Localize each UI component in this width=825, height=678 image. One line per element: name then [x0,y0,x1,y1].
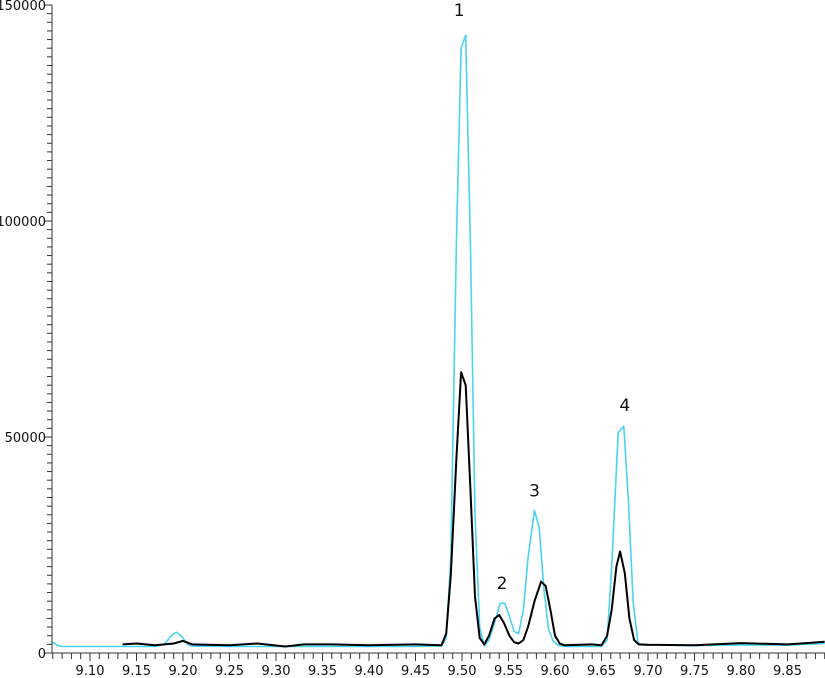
x-tick-label: 9.70 [634,664,663,678]
x-tick-label: 9.65 [587,664,616,678]
y-tick-label: 0 [38,647,46,662]
peak-label-1: 1 [454,1,465,21]
x-tick-label: 9.15 [122,664,151,678]
x-tick-label: 9.45 [401,664,430,678]
x-tick-label: 9.35 [308,664,337,678]
x-tick-label: 9.50 [448,664,477,678]
x-tick-label: 9.80 [727,664,756,678]
x-tick-label: 9.10 [76,664,105,678]
y-tick-label: 150000 [0,0,46,14]
peak-label-4: 4 [619,396,630,416]
x-tick-label: 9.75 [680,664,709,678]
x-tick-label: 9.60 [541,664,570,678]
y-tick-label: 100000 [0,215,46,230]
y-tick-label: 50000 [5,431,46,446]
series-layer [51,34,825,648]
series-line-1 [122,371,825,648]
series-line-0 [51,34,825,648]
x-tick-label: 9.25 [215,664,244,678]
x-tick-label: 9.40 [355,664,384,678]
x-tick-label: 9.20 [169,664,198,678]
x-tick-label: 9.30 [262,664,291,678]
x-tick-label: 9.55 [494,664,523,678]
peak-annotations: 1 2 3 4 [454,1,630,594]
x-tick-label: 9.85 [773,664,802,678]
peak-label-3: 3 [529,482,540,502]
peak-label-2: 2 [497,574,508,594]
